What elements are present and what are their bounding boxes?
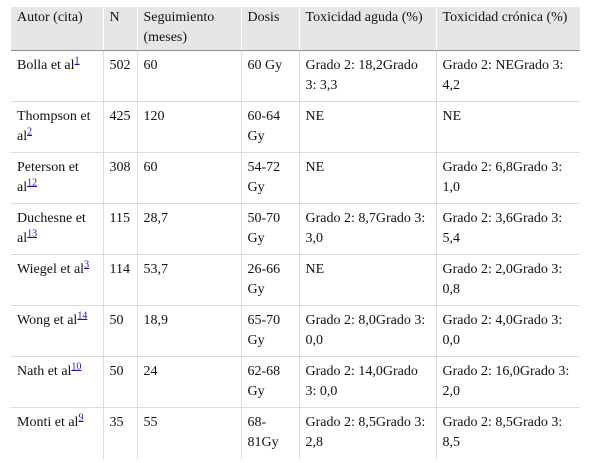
cell-author: Nath et al10 xyxy=(11,356,103,408)
cell-acute: Grado 2: 8,7Grado 3: 3,0 xyxy=(298,203,436,255)
header-dose: Dosis xyxy=(240,7,299,51)
author-name: Wong et al xyxy=(17,313,78,328)
table-row: Bolla et al1 502 60 60 Gy Grado 2: 18,2G… xyxy=(11,50,580,102)
cell-chronic: Grado 2: 3,6Grado 3: 5,4 xyxy=(435,203,580,255)
cell-dose: 65-70 Gy xyxy=(240,305,299,357)
cell-chronic: Grado 2: 8,5Grado 3: 8,5 xyxy=(435,407,580,459)
cell-followup: 18,9 xyxy=(136,305,241,357)
cell-followup: 53,7 xyxy=(136,254,241,306)
cell-chronic: Grado 2: 6,8Grado 3: 1,0 xyxy=(435,152,580,204)
author-name: Monti et al xyxy=(17,415,79,430)
cell-acute: Grado 2: 8,5Grado 3: 2,8 xyxy=(298,407,436,459)
reference-link[interactable]: 9 xyxy=(78,412,84,424)
reference-link[interactable]: 1 xyxy=(74,55,80,67)
cell-acute: Grado 2: 8,0Grado 3: 0,0 xyxy=(298,305,436,357)
cell-chronic: NE xyxy=(435,101,580,153)
cell-author: Thompson et al2 xyxy=(11,101,103,153)
toxicity-table: Autor (cita) N Seguimiento (meses) Dosis… xyxy=(11,7,580,459)
header-author: Autor (cita) xyxy=(11,7,103,51)
cell-author: Duchesne et al13 xyxy=(11,203,103,255)
cell-author: Bolla et al1 xyxy=(11,50,103,102)
reference-link[interactable]: 3 xyxy=(84,259,90,271)
cell-followup: 24 xyxy=(136,356,241,408)
cell-dose: 68-81Gy xyxy=(240,407,299,459)
header-n: N xyxy=(102,7,137,51)
cell-dose: 62-68 Gy xyxy=(240,356,299,408)
cell-author: Monti et al9 xyxy=(11,408,103,459)
cell-chronic: Grado 2: 4,0Grado 3: 0,0 xyxy=(435,305,580,357)
cell-author: Wiegel et al3 xyxy=(11,254,103,306)
cell-followup: 60 xyxy=(136,50,241,102)
cell-followup: 55 xyxy=(136,407,241,459)
cell-chronic: Grado 2: 2,0Grado 3: 0,8 xyxy=(435,254,580,306)
table-row: Wiegel et al3 114 53,7 26-66 Gy NE Grado… xyxy=(11,254,580,306)
cell-n: 50 xyxy=(102,305,137,357)
cell-dose: 60-64 Gy xyxy=(240,101,299,153)
author-name: Thompson et al xyxy=(17,109,91,144)
reference-link[interactable]: 2 xyxy=(27,126,33,138)
header-acute-toxicity: Toxicidad aguda (%) xyxy=(298,7,436,51)
cell-dose: 50-70 Gy xyxy=(240,203,299,255)
cell-dose: 26-66 Gy xyxy=(240,254,299,306)
reference-link[interactable]: 12 xyxy=(27,177,38,189)
table-row: Monti et al9 35 55 68-81Gy Grado 2: 8,5G… xyxy=(11,407,580,459)
reference-link[interactable]: 13 xyxy=(27,228,38,240)
cell-dose: 54-72 Gy xyxy=(240,152,299,204)
table-row: Thompson et al2 425 120 60-64 Gy NE NE xyxy=(11,101,580,153)
cell-author: Peterson et al12 xyxy=(11,152,103,204)
cell-n: 114 xyxy=(102,254,137,306)
cell-acute: NE xyxy=(298,254,436,306)
cell-n: 35 xyxy=(102,407,137,459)
cell-acute: NE xyxy=(298,152,436,204)
table-header-row: Autor (cita) N Seguimiento (meses) Dosis… xyxy=(11,7,580,51)
cell-followup: 28,7 xyxy=(136,203,241,255)
author-name: Nath et al xyxy=(17,364,72,379)
author-name: Duchesne et al xyxy=(17,211,86,246)
cell-author: Wong et al14 xyxy=(11,305,103,357)
table-row: Wong et al14 50 18,9 65-70 Gy Grado 2: 8… xyxy=(11,305,580,357)
cell-n: 50 xyxy=(102,356,137,408)
table-row: Nath et al10 50 24 62-68 Gy Grado 2: 14,… xyxy=(11,356,580,408)
table-row: Duchesne et al13 115 28,7 50-70 Gy Grado… xyxy=(11,203,580,255)
cell-dose: 60 Gy xyxy=(240,50,299,102)
header-chronic-toxicity: Toxicidad crónica (%) xyxy=(435,7,580,51)
cell-n: 115 xyxy=(102,203,137,255)
cell-acute: NE xyxy=(298,101,436,153)
cell-acute: Grado 2: 18,2Grado 3: 3,3 xyxy=(298,50,436,102)
cell-chronic: Grado 2: NEGrado 3: 4,2 xyxy=(435,50,580,102)
cell-followup: 60 xyxy=(136,152,241,204)
cell-n: 425 xyxy=(102,101,137,153)
cell-n: 502 xyxy=(102,50,137,102)
reference-link[interactable]: 10 xyxy=(71,361,82,373)
cell-followup: 120 xyxy=(136,101,241,153)
reference-link[interactable]: 14 xyxy=(77,310,88,322)
author-name: Peterson et al xyxy=(17,160,79,195)
author-name: Bolla et al xyxy=(17,58,75,73)
author-name: Wiegel et al xyxy=(17,262,85,277)
cell-acute: Grado 2: 14,0Grado 3: 0,0 xyxy=(298,356,436,408)
table-row: Peterson et al12 308 60 54-72 Gy NE Grad… xyxy=(11,152,580,204)
cell-chronic: Grado 2: 16,0Grado 3: 2,0 xyxy=(435,356,580,408)
cell-n: 308 xyxy=(102,152,137,204)
header-followup: Seguimiento (meses) xyxy=(136,7,241,51)
